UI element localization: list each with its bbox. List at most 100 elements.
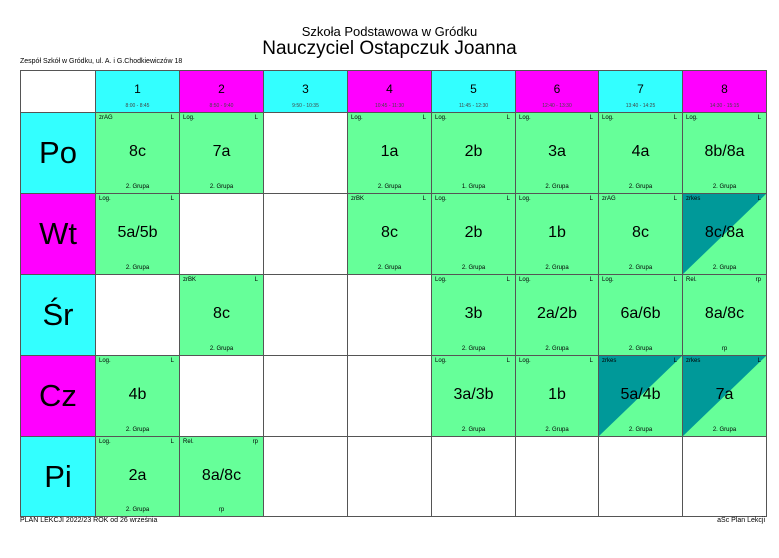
lesson-cell[interactable]: zrBK L 8c 2. Grupa [180, 275, 264, 356]
school-address: Zespół Szkół w Gródku, ul. A. i G.Chodki… [20, 58, 183, 65]
lesson-subject: Log. [183, 115, 195, 121]
empty-slot [432, 437, 516, 517]
lesson-cell[interactable]: Log. L 3a/3b 2. Grupa [432, 356, 516, 437]
lesson-cell[interactable]: zrkes L 7a 2. Grupa [683, 356, 767, 437]
lesson-group: 2. Grupa [209, 346, 234, 352]
lesson-group: 2. Grupa [377, 184, 402, 190]
lesson-subject: Log. [99, 439, 111, 445]
lesson-cell[interactable]: Log. L 1a 2. Grupa [348, 113, 432, 194]
empty-slot [264, 194, 348, 275]
lesson-cell[interactable]: Log. L 4b 2. Grupa [96, 356, 180, 437]
special-lesson-marker [599, 356, 682, 436]
day-label: Cz [21, 356, 96, 437]
lesson-subject: Log. [519, 358, 531, 364]
lesson-room-flag: rp [755, 277, 761, 283]
empty-slot [264, 275, 348, 356]
lesson-subject: Rel. [183, 439, 194, 445]
lesson-class: 7a [715, 386, 734, 403]
day-label: Po [21, 113, 96, 194]
lesson-group: 2. Grupa [545, 184, 569, 190]
lesson-subject: Log. [519, 115, 531, 121]
lesson-subject: zrBK [351, 196, 365, 202]
page-title: Nauczyciel Ostapczuk Joanna [262, 38, 517, 59]
lesson-cell[interactable]: Rel. rp 8a/8c rp [180, 437, 264, 517]
lesson-group: 2. Grupa [125, 427, 150, 433]
lesson-cell[interactable]: Log. L 2a/2b 2. Grupa [516, 275, 599, 356]
lesson-cell[interactable]: zrAG L 8c 2. Grupa [96, 113, 180, 194]
lesson-group: 2. Grupa [125, 184, 150, 190]
lesson-group: rp [218, 507, 225, 513]
period-time: 8:50 - 9:40 [209, 103, 234, 109]
lesson-group: 2. Grupa [461, 265, 486, 271]
lesson-room-flag: rp [252, 439, 258, 445]
period-number: 5 [470, 82, 477, 96]
special-lesson-marker [683, 194, 766, 274]
lesson-class: 8c [381, 224, 398, 241]
lesson-subject: zrkes [602, 358, 617, 364]
empty-slot [348, 275, 432, 356]
lesson-subject: Log. [435, 196, 447, 202]
lesson-cell[interactable]: zrkes L 8c/8a 2. Grupa [683, 194, 767, 275]
empty-slot [180, 194, 264, 275]
empty-slot [264, 437, 348, 517]
lesson-group: 1. Grupa [461, 184, 486, 190]
period-number: 1 [134, 82, 141, 96]
lesson-cell[interactable]: Log. L 3b 2. Grupa [432, 275, 516, 356]
lesson-room-flag: L [506, 358, 510, 364]
lesson-cell[interactable]: zrAG L 8c 2. Grupa [599, 194, 683, 275]
lesson-subject: zrAG [602, 196, 616, 202]
lesson-class: 8c [129, 143, 146, 160]
period-time: 13:40 - 14:25 [625, 103, 656, 109]
lesson-cell[interactable]: zrkes L 5a/4b 2. Grupa [599, 356, 683, 437]
lesson-cell[interactable]: Log. L 2b 1. Grupa [432, 113, 516, 194]
lesson-cell[interactable]: Log. L 1b 2. Grupa [516, 194, 599, 275]
lesson-group: 2. Grupa [628, 346, 653, 352]
lesson-class: 3b [464, 305, 483, 322]
lesson-cell[interactable]: Log. L 6a/6b 2. Grupa [599, 275, 683, 356]
lesson-cell[interactable]: Log. L 2a 2. Grupa [96, 437, 180, 517]
lesson-room-flag: L [422, 115, 426, 121]
lesson-group: 2. Grupa [628, 265, 653, 271]
lesson-room-flag: L [589, 277, 593, 283]
school-name: Szkoła Podstawowa w Gródku [301, 24, 478, 39]
lesson-room-flag: L [757, 358, 761, 364]
lesson-room-flag: L [254, 277, 258, 283]
lesson-class: 8c [632, 224, 649, 241]
lesson-class: 2b [464, 224, 483, 241]
lesson-subject: zrkes [686, 358, 701, 364]
lesson-cell[interactable]: Log. L 2b 2. Grupa [432, 194, 516, 275]
lesson-class: 5a/5b [117, 224, 158, 241]
lesson-cell[interactable]: zrBK L 8c 2. Grupa [348, 194, 432, 275]
lesson-cell[interactable]: Log. L 5a/5b 2. Grupa [96, 194, 180, 275]
lesson-cell[interactable]: Log. L 7a 2. Grupa [180, 113, 264, 194]
footer-plan-info: PLAN LEKCJI 2022/23 ROK od 26 września [20, 517, 158, 524]
lesson-subject: Log. [435, 358, 447, 364]
lesson-cell[interactable]: Log. L 3a 2. Grupa [516, 113, 599, 194]
lesson-subject: Log. [519, 196, 531, 202]
lesson-cell[interactable]: Rel. rp 8a/8c rp [683, 275, 767, 356]
lesson-room-flag: L [673, 115, 677, 121]
period-number: 6 [553, 82, 561, 96]
lesson-class: 5a/4b [620, 386, 661, 403]
period-number: 3 [302, 82, 309, 96]
lesson-cell[interactable]: Log. L 4a 2. Grupa [599, 113, 683, 194]
lesson-room-flag: L [170, 439, 174, 445]
empty-slot [96, 275, 180, 356]
grid-corner [21, 71, 96, 113]
lesson-cell[interactable]: Log. L 8b/8a 2. Grupa [683, 113, 767, 194]
lesson-room-flag: L [506, 277, 510, 283]
lesson-room-flag: L [673, 277, 677, 283]
empty-slot [264, 113, 348, 194]
period-time: 8:00 - 8:45 [125, 103, 150, 109]
lesson-class: 2a/2b [536, 305, 578, 322]
lesson-class: 8c [213, 305, 230, 322]
lesson-group: 2. Grupa [545, 346, 569, 352]
period-header: 4 10:45 - 11:30 [348, 71, 432, 113]
footer-app-name: aSc Plan Lekcji [717, 517, 765, 524]
lesson-room-flag: L [170, 358, 174, 364]
lesson-cell[interactable]: Log. L 1b 2. Grupa [516, 356, 599, 437]
lesson-group: 2. Grupa [461, 427, 486, 433]
lesson-class: 1b [548, 386, 566, 403]
lesson-group: 2. Grupa [712, 184, 737, 190]
lesson-class: 1a [380, 143, 399, 160]
